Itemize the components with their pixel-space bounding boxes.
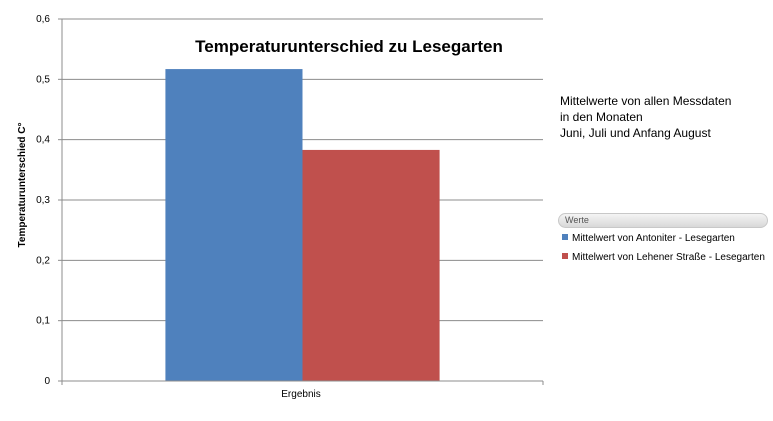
y-tick-label: 0,1 bbox=[36, 316, 50, 327]
note-line: Juni, Juli und Anfang August bbox=[560, 126, 711, 140]
x-category-label: Ergebnis bbox=[281, 389, 320, 400]
legend-label: Mittelwert von Lehener Straße - Lesegart… bbox=[572, 252, 765, 263]
legend-item-antoniter: Mittelwert von Antoniter - Lesegarten bbox=[562, 233, 735, 244]
legend-swatch-blue bbox=[562, 234, 568, 240]
legend-item-lehener: Mittelwert von Lehener Straße - Lesegart… bbox=[562, 252, 765, 263]
y-tick-label: 0,3 bbox=[36, 195, 50, 206]
y-tick-label: 0,4 bbox=[36, 135, 50, 146]
y-tick-label: 0,2 bbox=[36, 255, 50, 266]
legend-header[interactable]: Werte bbox=[558, 213, 768, 228]
chart-title: Temperaturunterschied zu Lesegarten bbox=[195, 37, 503, 56]
y-tick-label: 0 bbox=[44, 376, 50, 387]
axes bbox=[58, 18, 544, 385]
legend-header-label: Werte bbox=[565, 215, 589, 225]
y-tick-label: 0,5 bbox=[36, 74, 50, 85]
bar-antoniter bbox=[165, 69, 303, 382]
note-line: in den Monaten bbox=[560, 110, 643, 124]
bar-lehener bbox=[302, 149, 440, 381]
legend-label: Mittelwert von Antoniter - Lesegarten bbox=[572, 233, 735, 244]
y-axis-label: Temperaturunterschied C° bbox=[17, 123, 28, 248]
y-tick-label: 0,6 bbox=[36, 14, 50, 25]
annotation-note: Mittelwerte von allen Messdaten in den M… bbox=[560, 93, 731, 141]
bars bbox=[165, 69, 440, 382]
y-tick-labels: 0 0,1 0,2 0,3 0,4 0,5 0,6 bbox=[36, 14, 50, 387]
legend-swatch-red bbox=[562, 253, 568, 259]
note-line: Mittelwerte von allen Messdaten bbox=[560, 94, 732, 108]
